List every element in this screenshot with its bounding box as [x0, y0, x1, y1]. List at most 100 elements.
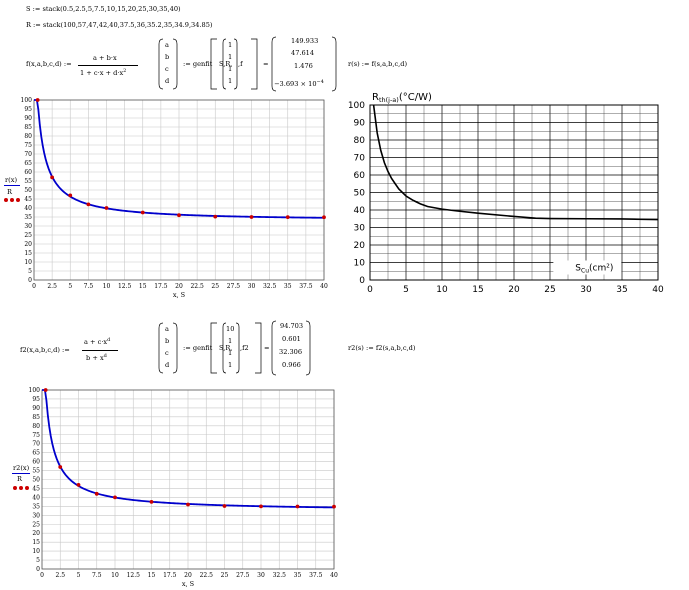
y-tick-label: 5 — [36, 557, 40, 564]
r2-function-definition[interactable]: r2(s) := f2(s,a,b,c,d) — [348, 344, 416, 352]
x-tick-label: 32.5 — [273, 572, 287, 579]
x-tick-label: 15 — [139, 283, 147, 290]
param-d: d — [165, 77, 170, 85]
guess-vector-bracket — [222, 38, 238, 90]
x-tick-label: 17.5 — [154, 283, 168, 290]
x-tick-label: 35 — [284, 283, 292, 290]
y-tick-label: 40 — [24, 205, 32, 212]
f-denominator: 1 + c·x + d·x2 — [80, 68, 127, 78]
genfit-bracket-close-2 — [255, 322, 262, 374]
genfit-args-2: S,R, — [219, 344, 233, 352]
y-tick-label: 0 — [359, 276, 365, 286]
x-axis-title-bg — [553, 260, 622, 275]
result2-b: 0.601 — [282, 335, 301, 343]
data-point — [177, 213, 181, 218]
y-tick-label: 20 — [354, 241, 366, 251]
x-tick-label: 12.5 — [127, 572, 141, 579]
genfit-args: S,R, — [219, 60, 233, 68]
data-point — [186, 502, 190, 507]
y-tick-label: 90 — [24, 115, 32, 122]
x-tick-label: 32.5 — [263, 283, 277, 290]
r-definition[interactable]: R := stack(100,57,47,42,40,37.5,36,35.2,… — [26, 21, 213, 29]
data-point — [35, 98, 40, 102]
y-tick-label: 55 — [32, 468, 40, 475]
guess2-1[interactable]: 1 — [228, 337, 233, 345]
result-a: 149.933 — [291, 37, 319, 45]
y-tick-label: 60 — [354, 171, 366, 181]
y-tick-label: 90 — [354, 119, 366, 129]
f2-denominator: b + xd — [86, 353, 107, 363]
x-axis-label: x, S — [182, 580, 194, 588]
plot-frame — [369, 104, 659, 281]
guess-0[interactable]: 1 — [228, 41, 233, 49]
y-tick-label: 30 — [354, 224, 366, 234]
x-tick-label: 20 — [184, 572, 192, 579]
data-point — [50, 175, 55, 180]
x-tick-label: 25 — [221, 572, 229, 579]
s-definition[interactable]: S := stack(0.5,2.5,5,7.5,10,15,20,25,30,… — [26, 5, 181, 13]
fit-chart-top[interactable]: 0 2.5 5 7.5 10 12.5 15 17.5 20 22.5 25 27.5 30 32.5 35… — [20, 96, 328, 299]
guess2-0[interactable]: 10 — [226, 325, 235, 333]
data-point — [43, 388, 48, 392]
genfit-bracket-open-2 — [210, 322, 217, 374]
f2-definition-lhs[interactable]: f2(x,a,b,c,d) := — [20, 346, 70, 354]
y-tick-label: 50 — [32, 477, 40, 484]
param-c: c — [165, 65, 169, 73]
data-point — [249, 215, 254, 219]
y-tick-label: 20 — [24, 241, 32, 248]
x-tick-label: 0 — [32, 283, 36, 290]
data-point — [113, 495, 117, 500]
datasheet-chart[interactable]: 0 5 10 15 20 25 30 35 40 0 10 20 30 40 50 60 70 80 90 100 Rt… — [346, 88, 686, 295]
data-point — [213, 214, 218, 219]
x-tick-label: 7.5 — [84, 283, 94, 290]
guess-3[interactable]: 1 — [228, 77, 233, 85]
param-b: b — [165, 53, 170, 61]
data-point — [285, 215, 290, 220]
f-definition-lhs[interactable]: f(x,a,b,c,d) := — [26, 60, 72, 68]
plot-frame — [33, 99, 325, 281]
y-tick-label: 45 — [32, 485, 40, 492]
legend-line-3 — [12, 473, 30, 474]
guess-1[interactable]: 1 — [228, 53, 233, 61]
data-point — [104, 206, 109, 210]
x-tick-label: 0 — [40, 572, 44, 579]
y-tick-label: 15 — [24, 250, 32, 257]
guess-vector-bracket-2 — [222, 322, 240, 374]
x-tick-label: 27.5 — [227, 283, 241, 290]
x-tick-label: 15 — [148, 572, 156, 579]
fraction-bar-2 — [82, 350, 118, 351]
y-tick-label: 0 — [28, 277, 32, 284]
y-tick-label: 35 — [24, 214, 32, 221]
result-b: 47.614 — [291, 49, 315, 57]
x-tick-label: 25 — [211, 283, 219, 290]
y-tick-label: 40 — [32, 494, 40, 501]
x-tick-label: 2.5 — [47, 283, 57, 290]
x-tick-label: 37.5 — [299, 283, 313, 290]
x-tick-label: 27.5 — [236, 572, 250, 579]
result-c: 1.476 — [294, 62, 313, 70]
guess2-2[interactable]: 1 — [228, 349, 233, 357]
x-tick-label: 20 — [175, 283, 183, 290]
genfit-call[interactable]: := genfit — [183, 60, 213, 68]
x-tick-label: 22.5 — [200, 572, 214, 579]
legend-curve-label-3: r2(x) — [13, 464, 30, 472]
y-tick-label: 45 — [24, 196, 32, 203]
y-tick-label: 40 — [354, 206, 366, 216]
x-tick-label: 15 — [472, 285, 483, 295]
param-a-2: a — [165, 325, 169, 333]
y-tick-label: 5 — [28, 268, 32, 275]
y-tick-label: 85 — [32, 414, 40, 421]
guess-2[interactable]: 1 — [228, 65, 233, 73]
result-vector-bracket — [271, 36, 337, 92]
x-axis-label: x, S — [173, 291, 185, 299]
x-tick-label: 10 — [111, 572, 119, 579]
y-tick-label: 95 — [32, 396, 40, 403]
legend-points-marker-1 — [4, 198, 20, 202]
genfit-call-2[interactable]: := genfit — [183, 344, 213, 352]
guess2-3[interactable]: 1 — [228, 361, 233, 369]
y-tick-label: 10 — [24, 259, 32, 266]
r-function-definition[interactable]: r(s) := f(s,a,b,c,d) — [348, 60, 408, 68]
data-point — [322, 215, 326, 220]
y-tick-label: 10 — [354, 259, 366, 269]
fit-chart-bottom[interactable]: 0 2.5 5 7.5 10 12.5 15 17.5 20 22.5 25 27.5 30 32.5 35… — [26, 385, 338, 588]
